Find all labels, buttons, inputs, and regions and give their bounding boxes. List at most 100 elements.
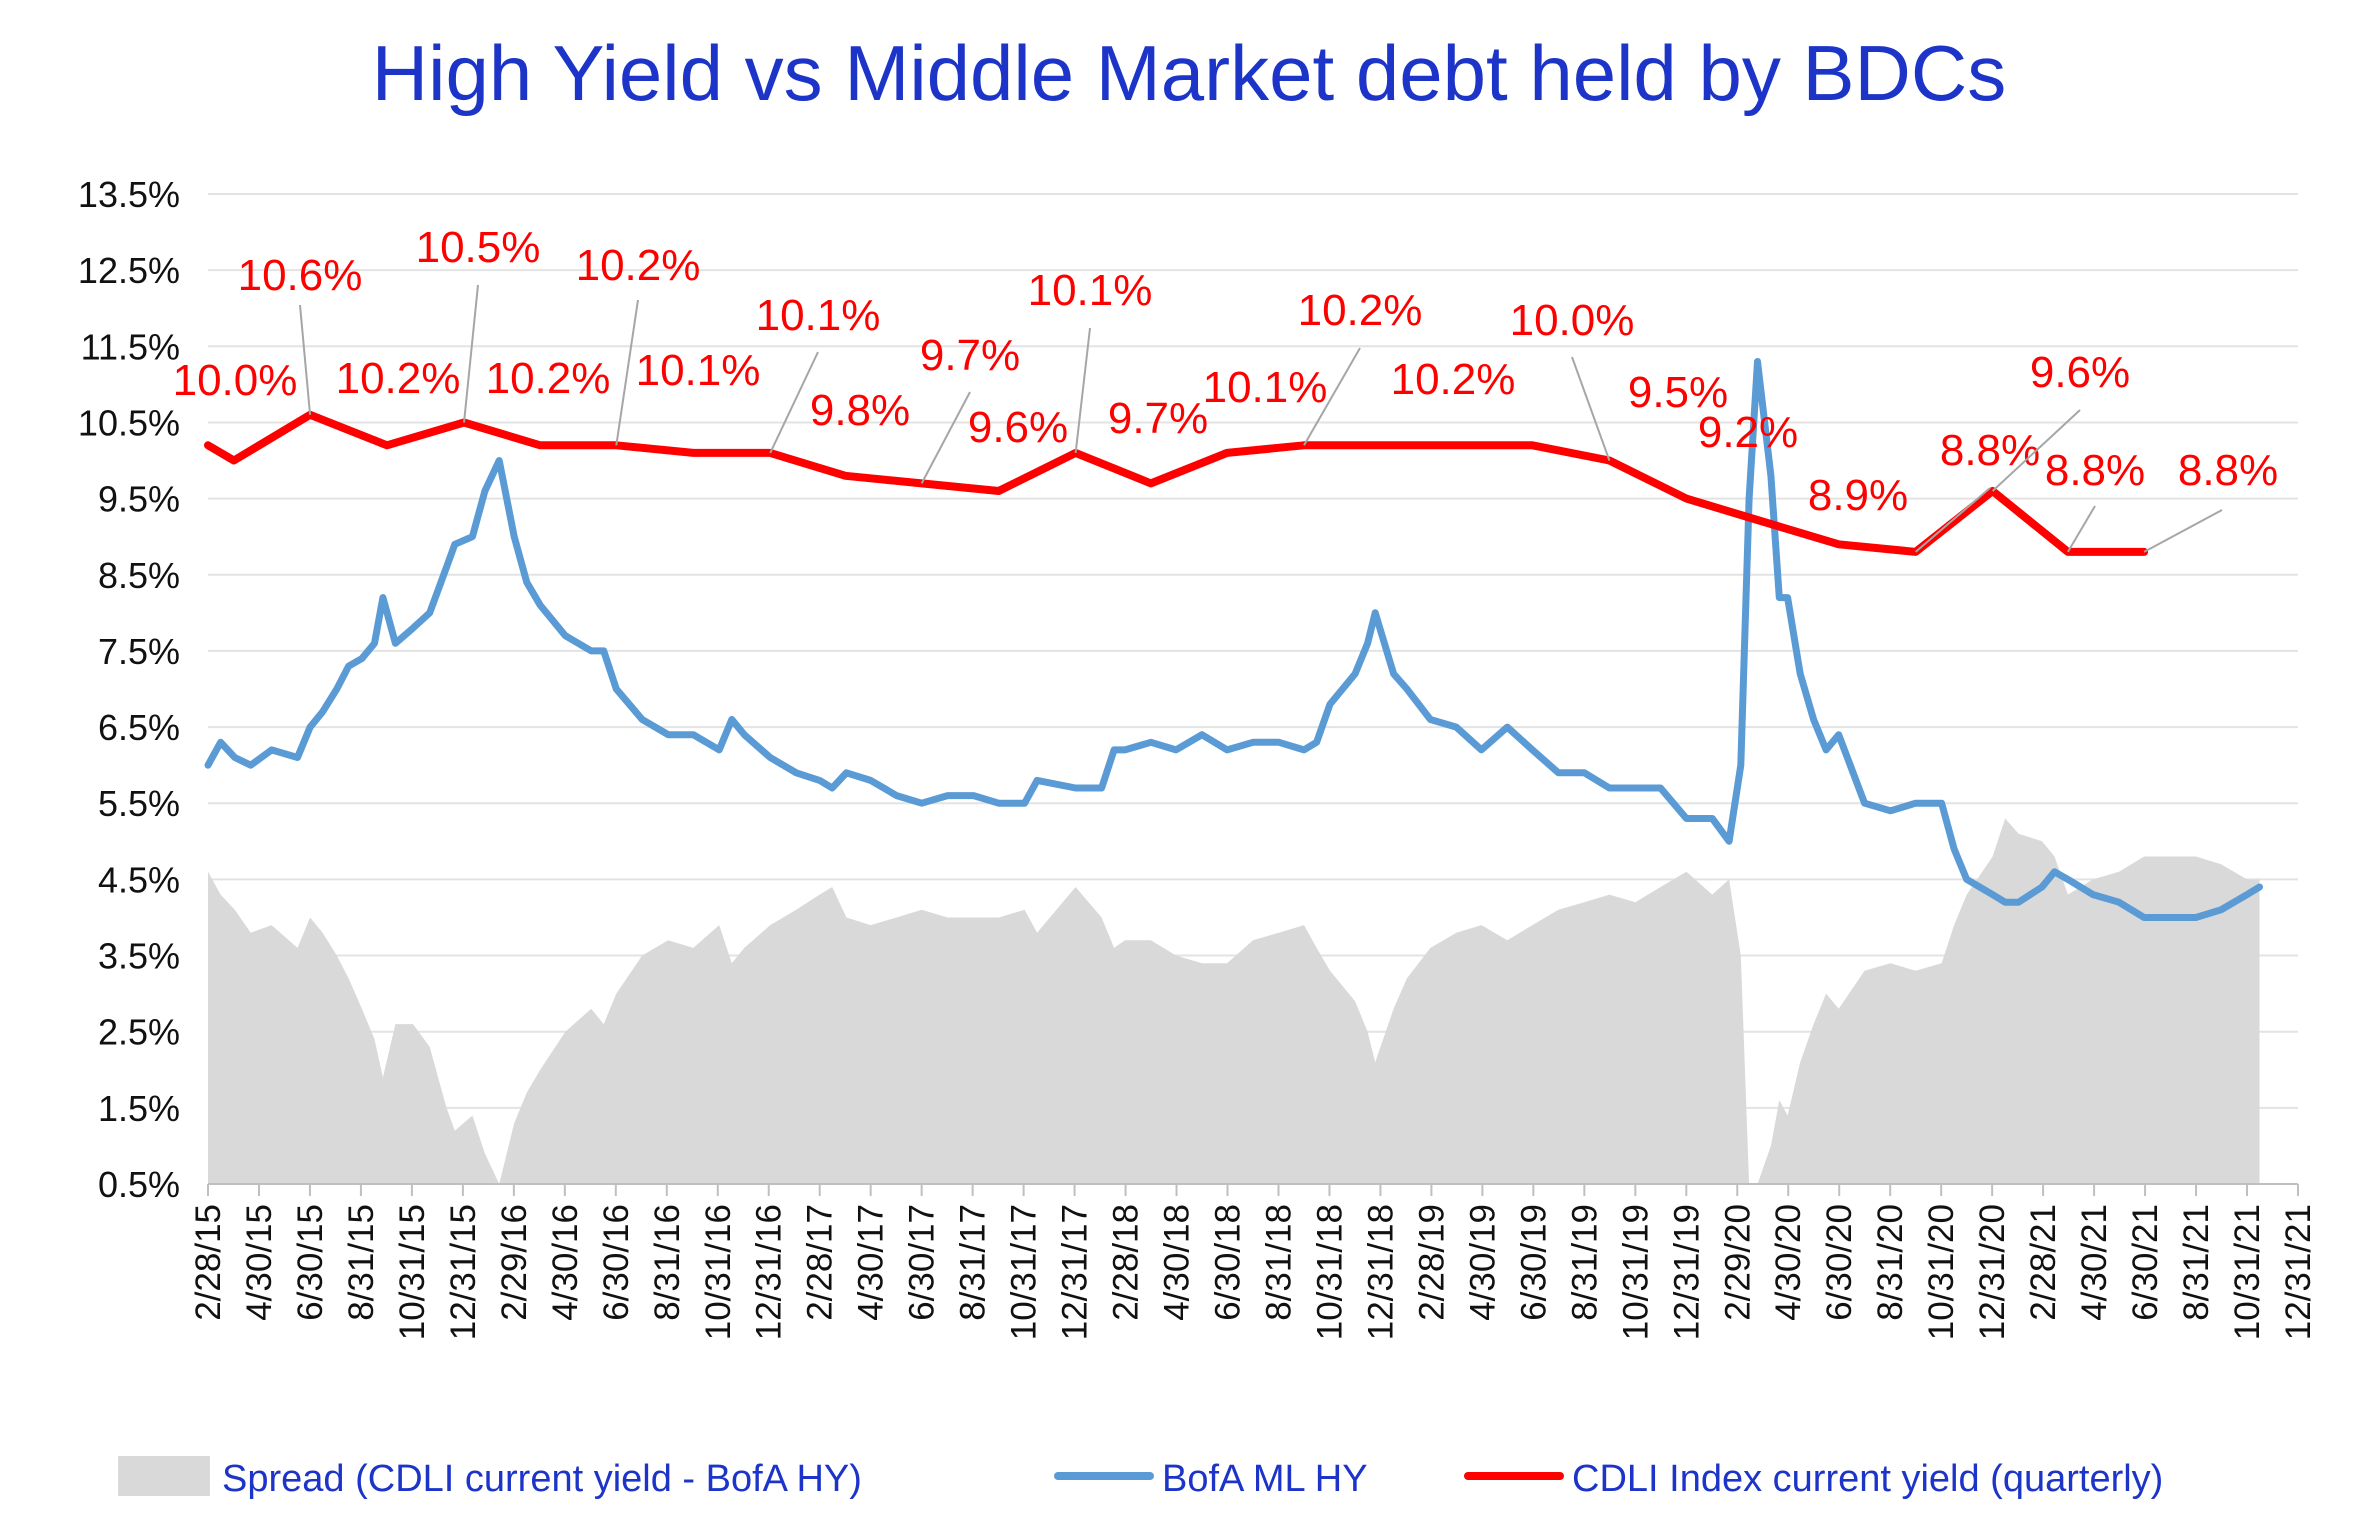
x-tick-label: 12/31/15 <box>444 1204 483 1340</box>
data-label: 9.7% <box>920 331 1020 380</box>
data-label: 10.2% <box>576 241 701 290</box>
x-tick-label: 4/30/19 <box>1463 1204 1502 1321</box>
leader-line <box>615 299 639 446</box>
data-label: 10.5% <box>416 223 541 272</box>
x-tick-label: 6/30/20 <box>1820 1204 1859 1321</box>
data-label: 10.0% <box>1510 296 1635 345</box>
x-tick-label: 4/30/17 <box>852 1204 891 1321</box>
axes: 13.5% 12.5% 11.5% 10.5% 9.5% 8.5% 7.5% 6.5% 5.5%… <box>78 174 2318 1340</box>
spread-area-series <box>208 818 2260 1184</box>
x-tick-label: 4/30/18 <box>1158 1204 1197 1321</box>
x-tick-label: 12/31/18 <box>1361 1204 1400 1340</box>
x-tick-label: 6/30/18 <box>1209 1204 1248 1321</box>
y-tick-label: 12.5% <box>78 250 180 291</box>
y-tick-label: 13.5% <box>78 174 180 215</box>
x-tick-label: 12/31/20 <box>1973 1204 2012 1340</box>
x-tick-label: 10/31/15 <box>393 1204 432 1340</box>
data-label: 10.2% <box>336 354 461 403</box>
x-tick-label: 4/30/15 <box>240 1204 279 1321</box>
x-tick-label: 8/31/19 <box>1565 1204 1604 1321</box>
y-tick-label: 2.5% <box>98 1012 180 1053</box>
x-tick-label: 2/28/18 <box>1107 1204 1146 1321</box>
x-tick-label: 6/30/15 <box>291 1204 330 1321</box>
y-tick-label: 3.5% <box>98 936 180 977</box>
y-tick-label: 1.5% <box>98 1088 180 1129</box>
x-tick-label: 8/31/20 <box>1871 1204 1910 1321</box>
y-tick-label: 5.5% <box>98 783 180 824</box>
leader-line <box>1303 347 1361 446</box>
data-label: 10.1% <box>636 346 761 395</box>
leader-line <box>299 304 312 415</box>
legend-swatch-spread <box>118 1456 210 1496</box>
data-label: 10.1% <box>756 291 881 340</box>
legend: Spread (CDLI current yield - BofA HY) Bof… <box>118 1456 2163 1500</box>
x-tick-label: 10/31/21 <box>2228 1204 2267 1340</box>
data-label: 9.8% <box>810 386 910 435</box>
leader-line <box>769 351 819 454</box>
x-tick-label: 8/31/15 <box>342 1204 381 1321</box>
x-tick-label: 12/31/21 <box>2279 1204 2318 1340</box>
spread-area <box>208 818 2260 1184</box>
legend-label-spread: Spread (CDLI current yield - BofA HY) <box>222 1458 862 1500</box>
x-tick-label: 10/31/18 <box>1310 1204 1349 1340</box>
x-tick-label: 10/31/17 <box>1005 1204 1044 1340</box>
x-tick-label: 10/31/16 <box>699 1204 738 1340</box>
y-tick-label: 6.5% <box>98 707 180 748</box>
x-tick-label: 2/29/20 <box>1718 1204 1757 1321</box>
x-tick-label: 2/28/19 <box>1412 1204 1451 1321</box>
y-tick-label: 9.5% <box>98 479 180 520</box>
leader-line <box>1074 327 1091 454</box>
legend-label-cdli: CDLI Index current yield (quarterly) <box>1572 1458 2163 1500</box>
data-label: 9.7% <box>1108 394 1208 443</box>
line-series <box>204 358 2263 921</box>
x-tick-label: 12/31/16 <box>750 1204 789 1340</box>
y-tick-label: 0.5% <box>98 1164 180 1205</box>
bofa-hy-line <box>204 358 2263 921</box>
data-label: 8.8% <box>2178 446 2278 495</box>
x-tick-label: 6/30/19 <box>1514 1204 1553 1321</box>
x-tick-label: 10/31/19 <box>1616 1204 1655 1340</box>
y-tick-label: 8.5% <box>98 555 180 596</box>
x-tick-label: 4/30/16 <box>546 1204 585 1321</box>
data-label: 9.6% <box>2030 348 2130 397</box>
data-label: 10.1% <box>1203 363 1328 412</box>
x-tick-label: 6/30/21 <box>2126 1204 2165 1321</box>
x-tick-label: 6/30/17 <box>903 1204 942 1321</box>
data-label: 8.8% <box>2045 446 2145 495</box>
data-labels: 10.0% 10.6% 10.2% 10.5% 10.2% 10.2% 10.1% 10.1%… <box>173 223 2278 553</box>
x-tick-label: 10/31/20 <box>1922 1204 1961 1340</box>
y-tick-label: 11.5% <box>81 326 180 367</box>
x-tick-label: 2/28/21 <box>2024 1204 2063 1321</box>
data-label: 9.5% <box>1628 368 1728 417</box>
x-tick-label: 2/29/16 <box>495 1204 534 1321</box>
x-tick-label: 2/28/15 <box>189 1204 228 1321</box>
x-tick-label: 8/31/18 <box>1259 1204 1298 1321</box>
data-label: 10.6% <box>238 251 363 300</box>
x-tick-label: 8/31/21 <box>2177 1204 2216 1321</box>
leader-line <box>463 284 479 423</box>
data-label: 10.2% <box>1298 286 1423 335</box>
legend-label-bofa: BofA ML HY <box>1162 1458 1368 1500</box>
data-label: 10.0% <box>173 356 298 405</box>
data-label: 9.6% <box>968 403 1068 452</box>
leader-line <box>1914 487 1991 553</box>
leader-line <box>1991 409 2081 492</box>
x-tick-label: 12/31/19 <box>1667 1204 1706 1340</box>
leader-line <box>2143 509 2223 553</box>
data-label: 8.9% <box>1808 471 1908 520</box>
y-tick-label: 7.5% <box>98 631 180 672</box>
x-tick-label: 4/30/20 <box>1769 1204 1808 1321</box>
x-tick-label: 4/30/21 <box>2075 1204 2114 1321</box>
data-label: 10.2% <box>486 354 611 403</box>
x-tick-label: 8/31/17 <box>954 1204 993 1321</box>
x-tick-label: 6/30/16 <box>597 1204 636 1321</box>
chart-title: High Yield vs Middle Market debt held by… <box>371 29 2007 117</box>
y-tick-label: 4.5% <box>98 859 180 900</box>
leader-line <box>920 391 971 484</box>
cdli-yield-line <box>204 410 2149 556</box>
data-label: 9.2% <box>1698 408 1798 457</box>
x-tick-label: 12/31/17 <box>1056 1204 1095 1340</box>
data-label: 10.1% <box>1028 266 1153 315</box>
data-label: 10.2% <box>1391 355 1516 404</box>
